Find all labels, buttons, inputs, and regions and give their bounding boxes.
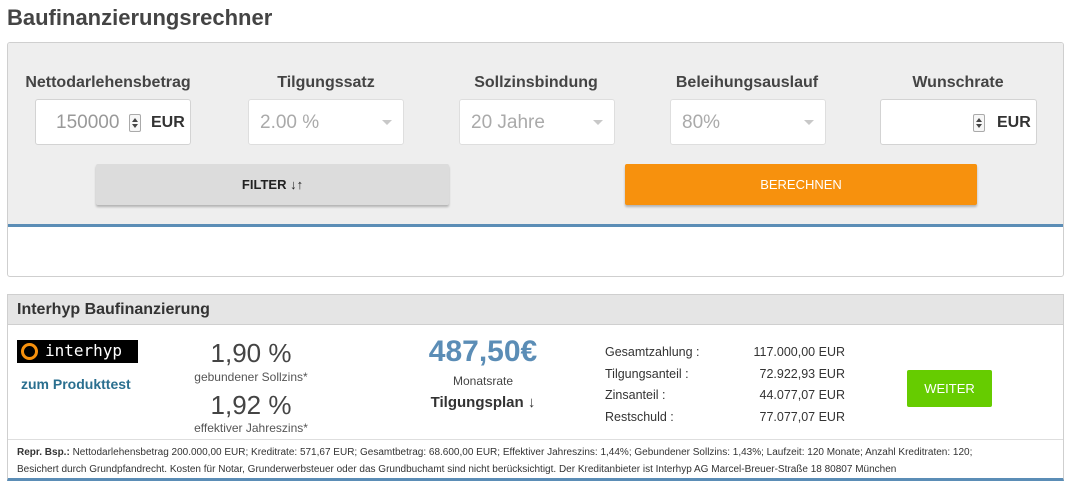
disclaimer-text-1: Nettodarlehensbetrag 200.000,00 EUR; Kre…	[69, 447, 973, 458]
summary-row: Restschuld : 77.077,07 EUR	[605, 410, 845, 431]
disclaimer-line-2: Besichert durch Grundpfandrecht. Kosten …	[17, 464, 897, 475]
offer-card: Interhyp Baufinanzierung interhyp zum Pr…	[7, 294, 1064, 481]
repayment-rate-label: Tilgungssatz	[277, 74, 375, 91]
chevron-down-icon	[804, 120, 814, 125]
filter-button[interactable]: FILTER ↓↑	[96, 164, 449, 205]
summary-label: Tilgungsanteil :	[605, 367, 689, 381]
summary-label: Zinsanteil :	[605, 388, 666, 402]
summary-value: 44.077,07 EUR	[759, 388, 845, 402]
effective-rate-label: effektiver Jahreszins*	[194, 421, 308, 435]
calculator-panel: Nettodarlehensbetrag 150000 EUR Tilgungs…	[7, 42, 1064, 277]
desired-rate-stepper[interactable]	[973, 114, 985, 132]
offer-title: Interhyp Baufinanzierung	[17, 301, 210, 318]
loan-amount-input[interactable]: 150000 EUR	[35, 99, 191, 145]
loan-to-value-value: 80%	[682, 112, 721, 133]
summary-row: Zinsanteil : 44.077,07 EUR	[605, 388, 845, 409]
repayment-rate-select[interactable]: 2.00 %	[248, 99, 404, 145]
interhyp-logo: interhyp	[17, 340, 138, 363]
monthly-rate-value: 487,50€	[428, 335, 538, 368]
summary-row: Gesamtzahlung : 117.000,00 EUR	[605, 345, 845, 366]
stepper-up-icon[interactable]	[976, 118, 982, 122]
fixed-interest-label: Sollzinsbindung	[474, 74, 598, 91]
loan-amount-unit: EUR	[151, 114, 185, 131]
summary-label: Gesamtzahlung :	[605, 345, 700, 359]
loan-amount-label: Nettodarlehensbetrag	[25, 74, 191, 91]
repayment-rate-value: 2.00 %	[260, 112, 320, 133]
desired-rate-unit: EUR	[997, 114, 1031, 131]
disclaimer-line-1: Repr. Bsp.: Nettodarlehensbetrag 200.000…	[17, 444, 1054, 461]
offer-header: Interhyp Baufinanzierung	[8, 295, 1063, 325]
summary-value: 77.077,07 EUR	[759, 410, 845, 424]
summary-value: 117.000,00 EUR	[753, 345, 846, 359]
calculate-button[interactable]: BERECHNEN	[625, 164, 977, 205]
stepper-up-icon[interactable]	[132, 118, 138, 122]
repayment-plan-link[interactable]: Tilgungsplan ↓	[430, 394, 536, 411]
summary-row: Tilgungsanteil : 72.922,93 EUR	[605, 367, 845, 388]
loan-to-value-select[interactable]: 80%	[670, 99, 826, 145]
bound-rate-label: gebundener Sollzins*	[194, 370, 308, 384]
page-title: Baufinanzierungsrechner	[7, 5, 273, 30]
fixed-interest-select[interactable]: 20 Jahre	[459, 99, 615, 145]
fixed-interest-value: 20 Jahre	[471, 112, 545, 133]
weiter-button[interactable]: WEITER	[907, 370, 992, 407]
stepper-down-icon[interactable]	[132, 124, 138, 128]
desired-rate-input[interactable]: EUR	[880, 99, 1037, 145]
chevron-down-icon	[382, 120, 392, 125]
representative-example: Repr. Bsp.: Nettodarlehensbetrag 200.000…	[8, 439, 1063, 479]
bound-rate-value: 1,90 %	[210, 338, 292, 368]
chevron-down-icon	[593, 120, 603, 125]
logo-text: interhyp	[45, 341, 123, 360]
stepper-down-icon[interactable]	[976, 124, 982, 128]
logo-ring-icon	[21, 343, 38, 360]
effective-rate-value: 1,92 %	[210, 390, 292, 420]
disclaimer-prefix: Repr. Bsp.:	[17, 447, 70, 458]
summary-label: Restschuld :	[605, 410, 674, 424]
monthly-rate-label: Monatsrate	[452, 374, 514, 388]
loan-to-value-label: Beleihungsauslauf	[675, 74, 819, 91]
loan-amount-value[interactable]: 150000	[56, 112, 120, 133]
loan-amount-stepper[interactable]	[129, 114, 141, 132]
summary-value: 72.922,93 EUR	[759, 367, 845, 381]
desired-rate-label: Wunschrate	[912, 74, 1004, 91]
product-test-link[interactable]: zum Produkttest	[21, 376, 131, 392]
calculator-form: Nettodarlehensbetrag 150000 EUR Tilgungs…	[8, 43, 1063, 227]
